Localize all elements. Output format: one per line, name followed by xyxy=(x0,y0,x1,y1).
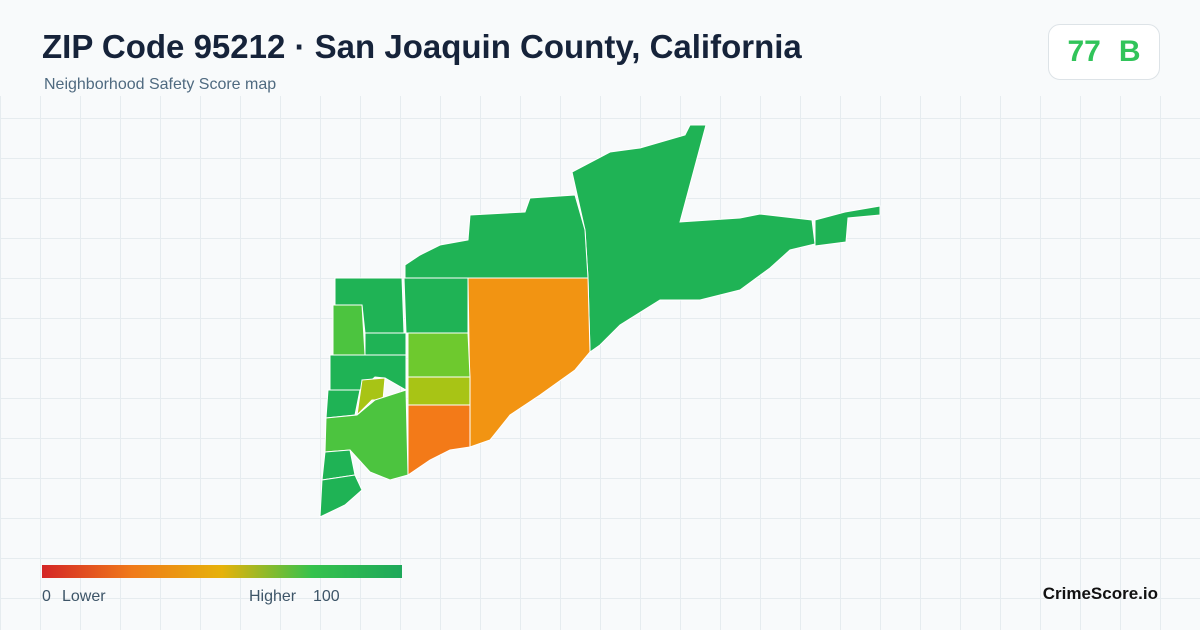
title: ZIP Code 95212 · San Joaquin County, Cal… xyxy=(42,28,802,65)
region xyxy=(571,124,816,353)
legend-gradient xyxy=(42,565,402,578)
region xyxy=(814,205,881,247)
region xyxy=(407,376,471,406)
region xyxy=(325,389,361,419)
region xyxy=(407,332,471,378)
brand: CrimeScore.io xyxy=(1042,584,1158,603)
legend-max: 100 xyxy=(313,588,340,605)
region xyxy=(467,277,591,448)
score-grade: B xyxy=(1118,35,1141,68)
region xyxy=(404,194,589,279)
region xyxy=(319,474,363,518)
region xyxy=(364,332,407,356)
legend-min: 0 xyxy=(42,588,51,605)
legend-min-label: Lower xyxy=(62,588,106,605)
region xyxy=(403,277,469,334)
region xyxy=(407,404,471,476)
region xyxy=(332,304,366,356)
header: ZIP Code 95212 · San Joaquin County, Cal… xyxy=(0,0,1200,96)
score-badge: 77 B xyxy=(1048,24,1160,80)
legend-max-label: Higher xyxy=(249,588,297,605)
subtitle: Neighborhood Safety Score map xyxy=(44,76,277,93)
score-value: 77 xyxy=(1067,35,1101,68)
